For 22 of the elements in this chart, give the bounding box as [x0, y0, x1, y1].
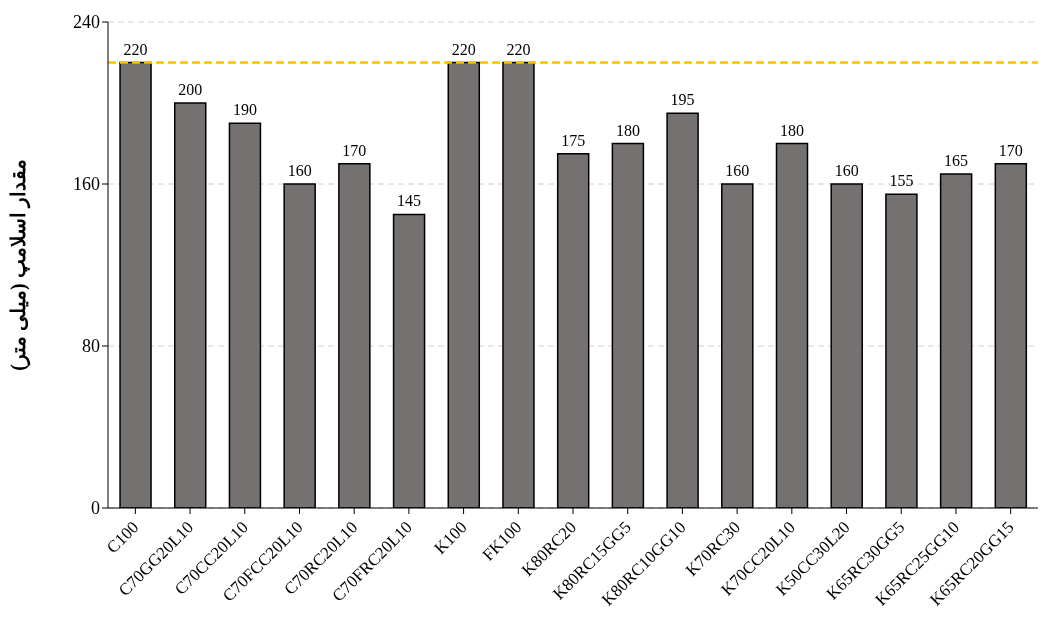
data-label: 195	[670, 91, 695, 109]
data-label: 170	[342, 141, 367, 159]
data-label: 200	[178, 81, 203, 98]
data-label: 160	[287, 162, 312, 179]
y-tick-label: 160	[73, 174, 100, 195]
data-label: 160	[725, 162, 750, 179]
data-label: 155	[889, 172, 914, 190]
y-axis-title: مقدار اسلامپ (میلی متر)	[7, 159, 32, 371]
data-label: 190	[232, 101, 257, 119]
data-label: 220	[123, 40, 148, 58]
data-label: 160	[834, 162, 859, 179]
y-tick-label: 0	[91, 498, 100, 519]
data-label: 220	[506, 40, 531, 58]
data-label: 220	[451, 40, 476, 58]
data-label: 145	[397, 192, 422, 210]
data-label: 170	[998, 141, 1023, 159]
y-tick-label: 80	[82, 336, 100, 357]
data-label: 175	[561, 131, 586, 149]
y-tick-label: 240	[73, 12, 100, 33]
data-label: 165	[944, 151, 969, 169]
data-label: 180	[780, 121, 805, 139]
data-label: 180	[615, 121, 640, 139]
